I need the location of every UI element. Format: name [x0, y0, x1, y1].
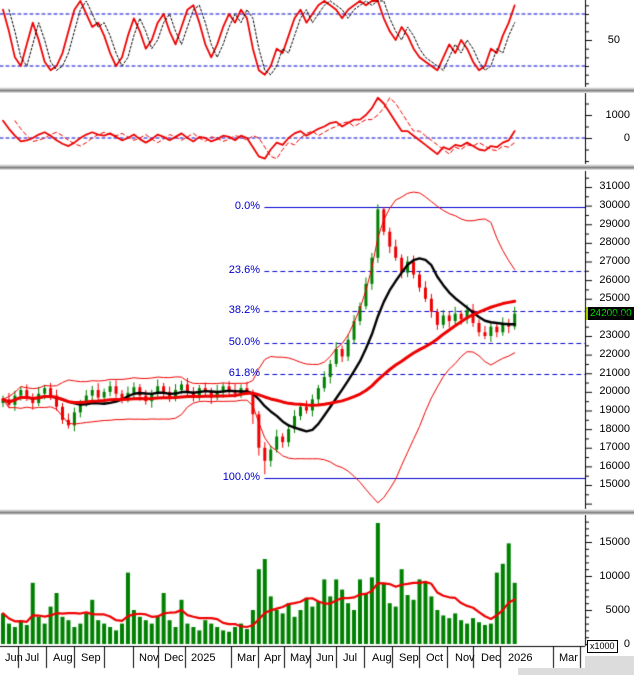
price-axis-label: 21000 [599, 366, 630, 379]
month-label: Aug [53, 652, 73, 664]
month-label: Dec [481, 652, 501, 664]
price-axis-label: 29000 [599, 217, 630, 230]
volume-axis-label: 10000 [599, 570, 630, 582]
month-label: Jun [5, 652, 23, 664]
month-label: Nov [139, 652, 159, 664]
month-label: Jun [316, 652, 334, 664]
price-axis-label: 23000 [599, 329, 630, 342]
volume-unit-label: x1000 [587, 640, 618, 653]
price-axis-label: 19000 [599, 403, 630, 416]
month-label: Sep [81, 652, 101, 664]
corner-filler [518, 668, 634, 675]
month-label: Oct [426, 652, 444, 664]
month-label: May [290, 652, 311, 664]
price-axis-label: 18000 [599, 422, 630, 435]
panel-splitter[interactable] [0, 509, 634, 515]
volume-axis-label: 5000 [605, 604, 630, 616]
momentum-axis-label: 1000 [605, 109, 630, 121]
momentum-axis-label: 0 [623, 132, 630, 144]
volume-axis-label: 0 [623, 638, 630, 650]
month-label: Sep [399, 652, 419, 664]
price-axis-label: 24000 [599, 310, 630, 323]
price-axis-label: 17000 [599, 441, 630, 454]
price-axis-label: 27000 [599, 254, 630, 267]
fib-level-label: 0.0% [234, 200, 260, 213]
price-axis-label: 28000 [599, 236, 630, 249]
price-axis-label: 20000 [599, 385, 630, 398]
oscillator-panel[interactable] [0, 0, 585, 87]
fib-level-label: 23.6% [228, 264, 260, 277]
month-label: 2026 [508, 652, 533, 664]
oscillator-axis-label: 50 [607, 34, 620, 46]
price-panel[interactable] [0, 171, 585, 509]
momentum-panel[interactable] [0, 93, 585, 164]
last-price-tag: 24200.00 [586, 307, 634, 320]
price-axis-label: 22000 [599, 348, 630, 361]
month-label: Mar [237, 652, 256, 664]
panel-splitter[interactable] [0, 87, 634, 93]
volume-axis-label: 15000 [599, 536, 630, 548]
price-axis-label: 15000 [599, 478, 630, 491]
month-label: Mar [559, 652, 578, 664]
month-label: Apr [264, 652, 282, 664]
month-label: Dec [164, 652, 184, 664]
month-label: 2025 [191, 652, 216, 664]
month-label: Jul [343, 652, 358, 664]
month-label: Jul [25, 652, 40, 664]
month-label: Nov [455, 652, 475, 664]
price-axis-label: 16000 [599, 459, 630, 472]
volume-panel[interactable] [0, 515, 585, 646]
fib-level-label: 100.0% [222, 470, 260, 483]
month-label: Aug [372, 652, 392, 664]
fib-level-label: 61.8% [228, 367, 260, 380]
price-axis-label: 31000 [599, 180, 630, 193]
price-axis-label: 30000 [599, 199, 630, 212]
price-axis-label: 26000 [599, 273, 630, 286]
panel-splitter[interactable] [0, 164, 634, 170]
fib-level-label: 38.2% [228, 303, 260, 316]
price-axis-label: 25000 [599, 292, 630, 305]
fib-level-label: 50.0% [228, 335, 260, 348]
